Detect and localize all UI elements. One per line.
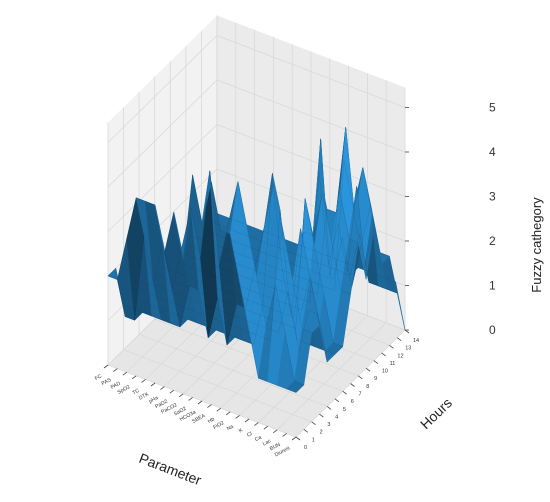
x-tick xyxy=(150,382,156,387)
x-tick xyxy=(263,425,269,430)
x-tick xyxy=(291,436,297,441)
x-tick-label: Hb xyxy=(207,417,216,425)
y-tick xyxy=(350,383,355,387)
surface-meshline xyxy=(107,174,297,393)
surface-meshline xyxy=(209,220,398,294)
x-tick xyxy=(178,393,184,398)
surface-meshline xyxy=(216,213,406,331)
x-tick xyxy=(141,379,146,383)
surface-meshline xyxy=(170,138,359,311)
y-tick-label: 6 xyxy=(351,399,354,405)
z-tick-label: 5 xyxy=(489,101,496,115)
x-tick xyxy=(197,400,203,405)
x-tick-label: DTK xyxy=(138,391,150,401)
x-tick xyxy=(282,433,287,437)
y-tick xyxy=(396,337,402,341)
x-tick-label: K xyxy=(238,427,244,434)
surface-meshline xyxy=(185,127,375,295)
x-tick xyxy=(169,389,175,394)
y-tick xyxy=(295,436,301,441)
z-tick-label: 1 xyxy=(489,279,496,293)
z-tick-label: 0 xyxy=(489,323,496,337)
y-tick xyxy=(334,398,340,403)
y-gridline xyxy=(138,91,328,407)
z-tick-label: 2 xyxy=(489,234,496,248)
x-tick-label: SpO2 xyxy=(117,384,132,396)
z-tick-label: 3 xyxy=(489,190,496,204)
x-tick-label: Ca xyxy=(254,435,263,443)
x-tick-label: FiO2 xyxy=(212,420,225,431)
x-tick-label: BUN xyxy=(269,442,282,453)
y-tick xyxy=(373,360,379,364)
x-tick xyxy=(225,411,231,416)
surface-meshline xyxy=(201,204,390,287)
x-tick xyxy=(188,397,193,401)
surface-meshline xyxy=(162,194,351,318)
x-tick xyxy=(216,407,222,412)
y-tick-label: 13 xyxy=(405,346,411,352)
surface-meshline xyxy=(154,198,343,347)
x-tick xyxy=(235,415,240,419)
x-tick-label: PaO2 xyxy=(154,399,169,411)
surface-mesh xyxy=(107,127,406,393)
y-tick-label: 7 xyxy=(359,392,362,398)
surface-meshline xyxy=(178,172,367,303)
x-tick xyxy=(254,422,259,426)
x-axis-title: Parameter xyxy=(137,450,204,488)
y-tick-label: 4 xyxy=(335,414,338,420)
y-tick-label: 2 xyxy=(320,430,323,436)
x-tick xyxy=(244,418,250,423)
surface-meshline xyxy=(115,170,304,386)
x-tick xyxy=(272,429,278,434)
y-tick xyxy=(358,375,363,380)
x-tick-label: PAS xyxy=(101,377,113,387)
y-tick xyxy=(326,406,332,410)
y-tick-label: 0 xyxy=(304,445,307,451)
x-tick xyxy=(122,371,128,376)
y-tick xyxy=(404,329,410,334)
x-tick xyxy=(131,375,137,380)
z-axis-title: Fuzzy cathegory xyxy=(529,197,544,293)
y-tick-label: 3 xyxy=(327,422,330,428)
x-tick-label: FC xyxy=(94,373,103,382)
y-tick xyxy=(311,421,316,426)
x-tick xyxy=(113,368,118,372)
x-tick-label: Na xyxy=(226,424,235,432)
x-tick-label: PAD xyxy=(110,381,122,391)
x-tick xyxy=(160,386,165,390)
x-tick-label: Cl xyxy=(246,431,253,439)
y-gridline xyxy=(123,107,312,423)
surface-meshline xyxy=(123,184,312,345)
surface-facet xyxy=(286,380,305,393)
y-tick xyxy=(381,352,386,357)
x-tick-label: pHa xyxy=(148,395,159,405)
z-tick-label: 4 xyxy=(489,145,496,159)
x-tick-label: TC xyxy=(132,388,141,397)
x-tick-label: SaO2 xyxy=(173,406,188,418)
y-tick-label: 1 xyxy=(312,437,315,443)
y-tick xyxy=(342,390,347,395)
y-tick xyxy=(303,429,309,433)
y-tick-label: 10 xyxy=(382,369,388,375)
surface-meshline xyxy=(139,210,328,362)
y-tick-label: 11 xyxy=(390,361,396,367)
y-tick-label: 14 xyxy=(413,338,419,344)
y-tick-label: 9 xyxy=(374,376,377,382)
surface-meshline xyxy=(131,173,320,345)
y-tick-label: 12 xyxy=(397,353,403,359)
x-tick-label: Lac xyxy=(262,438,273,447)
x-tick xyxy=(207,404,212,408)
surface-meshline xyxy=(146,282,335,355)
y-tick xyxy=(319,413,324,418)
y-tick-label: 8 xyxy=(366,384,369,390)
y-tick-label: 5 xyxy=(343,407,346,413)
y-tick xyxy=(389,344,394,349)
surface-meshline xyxy=(193,160,382,291)
x-tick xyxy=(103,364,109,369)
y-axis-title: Hours xyxy=(417,395,455,432)
y-tick xyxy=(365,367,371,372)
